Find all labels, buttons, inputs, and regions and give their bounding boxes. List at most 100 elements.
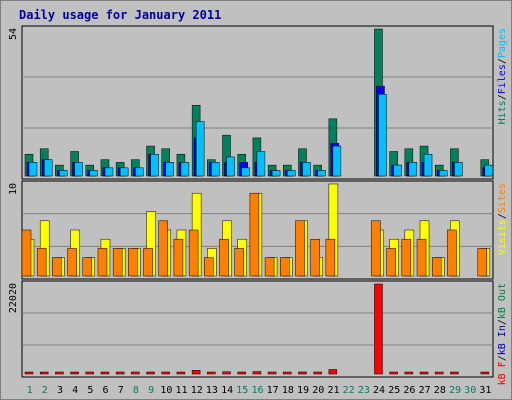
day-label-31: 31	[479, 385, 491, 396]
bar-pages-day-31	[484, 164, 494, 177]
day-label-25: 25	[388, 385, 400, 396]
bar-pages-day-16	[256, 151, 266, 177]
bar-pages-day-26	[408, 162, 418, 177]
bar-pages-day-28	[438, 170, 448, 177]
hits-panel-legend-item-3: /	[497, 58, 508, 64]
bar-sites-day-1	[21, 229, 32, 277]
kb-panel-legend-item-1: /	[497, 355, 508, 361]
bar-sites-day-8	[128, 248, 138, 277]
day-label-6: 6	[103, 385, 109, 396]
day-label-18: 18	[282, 385, 294, 396]
bar-sites-day-26	[401, 238, 412, 277]
bar-sites-day-3	[52, 257, 62, 277]
kb-panel-legend-item-2: kB In	[497, 325, 508, 355]
bar-sites-day-9	[143, 248, 153, 277]
day-label-10: 10	[160, 385, 172, 396]
visits-panel-legend-item-0: Visits	[497, 219, 508, 255]
bar-pages-day-4	[74, 162, 83, 177]
bar-sites-day-19	[295, 220, 305, 277]
hits-panel-legend-item-2: Files	[497, 64, 508, 94]
bar-kbf-day-20	[313, 371, 322, 375]
bar-pages-day-15	[241, 167, 250, 177]
hits-panel-legend-item-1: /	[497, 94, 508, 100]
day-label-1: 1	[27, 385, 33, 396]
kb-panel-legend: kB F/kB In/kB Out	[497, 283, 508, 385]
day-label-15: 15	[236, 385, 248, 396]
hits-panel-legend: Hits/Files/Pages	[497, 28, 508, 124]
bar-sites-day-28	[431, 257, 442, 277]
day-label-30: 30	[464, 385, 476, 396]
bar-sites-day-25	[386, 248, 396, 277]
bar-kbf-day-28	[434, 371, 444, 375]
day-label-9: 9	[148, 385, 154, 396]
bar-kbf-day-18	[283, 371, 292, 375]
day-label-8: 8	[133, 385, 139, 396]
bar-sites-day-11	[173, 238, 184, 277]
bar-kbf-day-1	[24, 371, 34, 375]
day-label-3: 3	[57, 385, 63, 396]
day-label-5: 5	[87, 385, 93, 396]
bar-pages-day-25	[393, 164, 402, 177]
bar-kbf-day-31	[480, 371, 490, 375]
bar-kbf-day-3	[55, 371, 64, 375]
bar-pages-day-29	[454, 162, 463, 177]
bar-sites-day-18	[280, 257, 290, 277]
bar-sites-day-5	[82, 257, 93, 277]
bar-kbf-day-25	[389, 371, 398, 375]
bar-pages-day-2	[43, 159, 53, 177]
bar-kbf-day-16	[252, 371, 262, 375]
bar-pages-day-20	[317, 170, 326, 177]
bar-kbf-day-8	[131, 371, 140, 375]
day-label-2: 2	[42, 385, 48, 396]
bar-sites-day-4	[67, 248, 77, 277]
hits-panel-legend-item-0: Hits	[497, 100, 508, 124]
visits-panel-legend-item-2: Sites	[497, 183, 508, 213]
bar-kbf-day-21	[328, 369, 338, 375]
bar-sites-day-14	[219, 238, 229, 277]
day-label-28: 28	[434, 385, 446, 396]
bar-sites-day-12	[188, 229, 199, 277]
day-label-29: 29	[449, 385, 461, 396]
bar-pages-day-17	[271, 170, 281, 177]
day-label-27: 27	[419, 385, 431, 396]
visits-panel-legend-item-1: /	[497, 213, 508, 219]
bar-sites-day-17	[264, 257, 275, 277]
bar-kbf-day-4	[70, 371, 79, 375]
bar-pages-day-19	[302, 162, 311, 177]
bar-pages-day-5	[89, 170, 99, 177]
bar-sites-day-15	[234, 248, 244, 277]
bar-sites-day-13	[204, 257, 214, 277]
visits-panel-legend: Visits/Sites	[497, 183, 508, 255]
day-label-7: 7	[118, 385, 124, 396]
bar-kbf-day-19	[298, 371, 307, 375]
bar-sites-day-20	[310, 238, 320, 277]
bar-kbf-day-26	[404, 371, 414, 375]
day-label-19: 19	[297, 385, 309, 396]
kb-panel-legend-item-4: kB Out	[497, 283, 508, 319]
bar-kbf-day-17	[267, 371, 277, 375]
bar-sites-day-10	[158, 220, 168, 277]
bar-kbf-day-12	[191, 370, 201, 375]
day-label-4: 4	[72, 385, 78, 396]
day-label-14: 14	[221, 385, 233, 396]
kb-panel-ymax-label: 22020	[8, 283, 19, 313]
bar-kbf-day-6	[100, 371, 110, 375]
bar-pages-day-11	[180, 162, 190, 177]
bar-kbf-day-2	[39, 371, 49, 375]
bar-pages-day-9	[150, 153, 159, 177]
bar-pages-day-27	[423, 153, 433, 177]
bar-kbf-day-9	[146, 371, 155, 375]
bar-pages-day-24	[378, 94, 387, 177]
bar-sites-day-6	[97, 248, 108, 277]
bar-sites-day-29	[447, 229, 457, 277]
day-label-13: 13	[206, 385, 218, 396]
bar-pages-day-18	[287, 170, 296, 177]
day-label-24: 24	[373, 385, 385, 396]
bar-kbf-day-14	[222, 371, 231, 375]
bar-kbf-day-5	[85, 371, 95, 375]
day-label-11: 11	[176, 385, 188, 396]
bar-pages-day-3	[59, 170, 68, 177]
bar-kbf-day-11	[176, 371, 186, 375]
day-label-16: 16	[251, 385, 263, 396]
day-label-17: 17	[267, 385, 279, 396]
